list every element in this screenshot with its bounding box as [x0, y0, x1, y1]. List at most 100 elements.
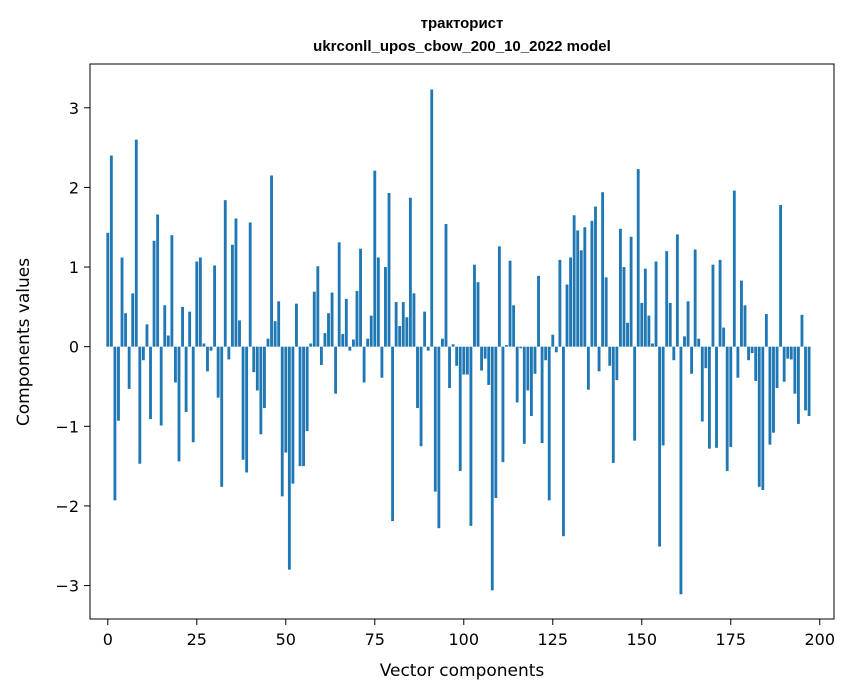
bar: [302, 346, 306, 467]
y-tick-label: −2: [55, 497, 79, 516]
x-tick-label: 75: [365, 630, 385, 649]
bar: [373, 170, 377, 347]
bar: [558, 259, 562, 347]
bar: [601, 192, 605, 347]
bar: [590, 220, 594, 347]
bar: [127, 346, 131, 389]
bar: [291, 346, 295, 484]
bar: [401, 302, 405, 347]
bar: [117, 346, 120, 421]
bar: [476, 282, 480, 347]
x-tick-label: 50: [276, 630, 296, 649]
bar: [473, 264, 476, 347]
bar: [230, 244, 234, 347]
bar: [188, 311, 192, 347]
bar: [433, 346, 437, 492]
bar: [800, 314, 804, 347]
bar: [775, 346, 779, 389]
bar: [245, 346, 249, 473]
x-tick-label: 100: [449, 630, 480, 649]
y-tick-label: 0: [69, 338, 79, 357]
bar: [640, 302, 644, 347]
bar: [441, 338, 444, 347]
x-axis-label: Vector components: [380, 661, 545, 681]
bar: [455, 346, 459, 366]
bar: [408, 197, 412, 347]
bar: [633, 346, 637, 441]
bar: [437, 346, 441, 529]
bar: [608, 346, 612, 366]
bar: [554, 346, 558, 353]
bar: [341, 333, 345, 347]
bar: [177, 346, 181, 462]
bar: [312, 291, 316, 347]
bar: [750, 346, 754, 354]
bar: [505, 345, 508, 347]
bar: [391, 346, 395, 522]
x-tick-label: 150: [626, 630, 657, 649]
bar: [679, 346, 683, 595]
bar: [522, 346, 526, 444]
bar: [280, 346, 284, 497]
bar: [665, 251, 669, 347]
bar: [270, 175, 273, 347]
bar: [109, 155, 113, 347]
y-tick-label: 3: [69, 99, 79, 118]
bar: [241, 346, 245, 460]
bar: [586, 346, 590, 390]
bar: [284, 346, 288, 453]
bar: [583, 227, 587, 347]
bar: [725, 346, 729, 471]
bar: [263, 346, 266, 408]
bar: [683, 336, 686, 347]
bar: [195, 261, 199, 347]
bar: [305, 346, 309, 432]
bar: [227, 346, 231, 360]
chart-subtitle: ukrconll_upos_cbow_200_10_2022 model: [313, 38, 611, 55]
bar: [131, 293, 135, 347]
bar: [259, 346, 263, 435]
bar: [736, 346, 740, 378]
bar: [106, 232, 110, 347]
bar: [384, 267, 387, 347]
bar: [519, 346, 523, 349]
bar: [174, 346, 177, 383]
bar: [572, 215, 576, 347]
y-tick-label: −1: [55, 417, 79, 436]
bar: [547, 346, 551, 501]
bar: [220, 346, 224, 487]
bar: [501, 346, 505, 463]
bar: [273, 321, 277, 347]
bar: [740, 280, 743, 347]
chart-title: тракторист: [421, 15, 504, 32]
bar: [779, 204, 783, 347]
bar: [416, 346, 419, 408]
y-tick-label: −3: [55, 577, 79, 596]
bar: [668, 302, 672, 347]
bar: [579, 250, 583, 347]
bar: [419, 346, 423, 447]
bar: [700, 346, 704, 422]
bar: [622, 267, 626, 347]
bar: [761, 346, 765, 491]
bar: [355, 290, 359, 347]
bar: [344, 298, 348, 347]
bar: [526, 346, 530, 391]
bar: [490, 346, 494, 591]
bar: [757, 346, 761, 487]
bar: [711, 264, 715, 347]
bar: [636, 169, 640, 347]
x-axis-ticks: 0 25 50 75 100 125 150 175 200: [103, 619, 835, 649]
bar: [615, 346, 619, 381]
bar: [444, 224, 448, 347]
bar: [369, 315, 373, 347]
bar: [223, 200, 227, 347]
bar: [562, 346, 565, 537]
bar: [394, 302, 398, 347]
bar: [686, 301, 690, 347]
bar: [793, 346, 797, 394]
bar: [515, 346, 519, 403]
bar: [348, 346, 352, 351]
bar: [626, 322, 629, 347]
bar: [732, 190, 736, 347]
